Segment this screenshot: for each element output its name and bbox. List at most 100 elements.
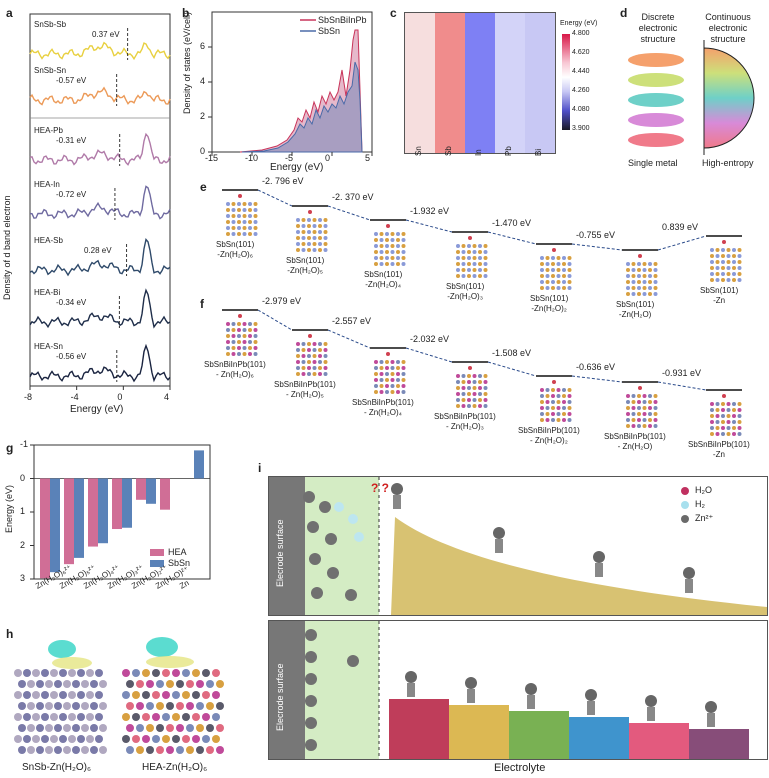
atom — [206, 680, 214, 688]
legend-label: H₂O — [695, 485, 712, 495]
atom — [242, 352, 247, 356]
atom — [166, 746, 174, 754]
bar-hea — [160, 478, 170, 510]
atom — [556, 262, 561, 266]
atom — [483, 392, 488, 396]
atom — [95, 735, 103, 743]
atom — [248, 232, 252, 236]
y-tick-label: 6 — [200, 41, 206, 51]
atom — [472, 262, 477, 266]
atom — [312, 230, 317, 234]
atom — [27, 724, 35, 732]
zn-figure — [683, 567, 695, 579]
discrete-band — [628, 113, 684, 127]
atom — [323, 236, 328, 240]
legend-label: Zn²⁺ — [695, 513, 714, 523]
atom — [737, 278, 742, 282]
y-tick-label: 2 — [20, 539, 26, 550]
energy-value: -1.932 eV — [410, 206, 450, 216]
atom — [54, 746, 62, 754]
y-tick-label: 0 — [200, 146, 206, 156]
atom — [401, 378, 406, 382]
atom — [374, 384, 378, 388]
atom — [186, 724, 194, 732]
atom — [301, 236, 306, 240]
atom — [72, 724, 80, 732]
atom — [312, 342, 317, 346]
column-label: Bi — [534, 148, 543, 156]
f-connector — [571, 375, 623, 383]
y-tick-label: 0 — [20, 472, 26, 483]
atom — [196, 724, 204, 732]
atom — [186, 746, 194, 754]
atom — [648, 400, 652, 404]
atom — [312, 242, 317, 246]
structure-label: SbSnBiInPb(101) -Zn — [688, 440, 750, 459]
atom — [648, 424, 652, 428]
atom — [732, 254, 736, 258]
question-marks: ? ? — [371, 481, 389, 495]
atom — [732, 408, 736, 412]
atom — [253, 340, 258, 344]
discrete-band — [628, 53, 684, 67]
atom — [50, 691, 58, 699]
atom — [77, 735, 85, 743]
atom — [186, 680, 194, 688]
atom — [248, 334, 252, 338]
atom — [296, 218, 300, 222]
atom — [653, 280, 658, 284]
atom — [401, 384, 406, 388]
atom — [483, 274, 488, 278]
atom — [379, 232, 384, 236]
atom — [296, 354, 300, 358]
atom — [323, 348, 328, 352]
colorbar-tick: 4.620 — [572, 49, 590, 56]
energy-step — [509, 711, 569, 759]
atom — [296, 360, 300, 364]
f-connector — [487, 361, 537, 377]
atom — [318, 342, 322, 346]
atom — [318, 354, 322, 358]
atom — [95, 669, 103, 677]
atom — [318, 236, 322, 240]
panel-f-label: f — [200, 297, 204, 311]
atom — [540, 406, 544, 410]
atom — [226, 328, 230, 332]
atom — [374, 378, 378, 382]
heatmap-cell-pb — [495, 13, 525, 153]
atom — [737, 420, 742, 424]
atom — [196, 746, 204, 754]
atom — [396, 262, 400, 266]
atom — [301, 342, 306, 346]
atom — [478, 398, 482, 402]
zn-complex — [308, 210, 312, 214]
atom — [648, 406, 652, 410]
atom — [318, 360, 322, 364]
atom — [478, 404, 482, 408]
atom — [99, 680, 107, 688]
atom — [390, 390, 395, 394]
atom — [77, 691, 85, 699]
x-tick-label: 5 — [365, 153, 371, 163]
atom — [385, 384, 389, 388]
atom — [14, 669, 22, 677]
atom — [721, 402, 725, 406]
atom — [312, 248, 317, 252]
atom — [301, 248, 306, 252]
atom — [374, 238, 378, 242]
atom — [212, 735, 220, 743]
atom — [545, 412, 550, 416]
atom — [642, 280, 647, 284]
dband-value: -0.34 eV — [56, 298, 87, 307]
atom — [312, 224, 317, 228]
atom — [472, 274, 477, 278]
atom — [307, 360, 311, 364]
atom — [385, 390, 389, 394]
atom — [540, 262, 544, 266]
dband-value: -0.31 eV — [56, 136, 87, 145]
atom — [182, 669, 190, 677]
atom — [653, 394, 658, 398]
zn-figure-body — [707, 713, 715, 727]
atom — [152, 735, 160, 743]
column-label: Pb — [504, 146, 513, 156]
